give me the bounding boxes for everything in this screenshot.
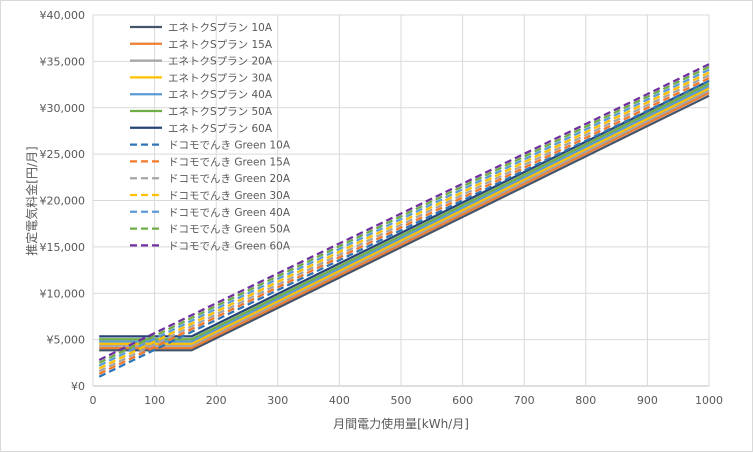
series-line-12 <box>98 68 710 367</box>
x-tick-label: 400 <box>329 394 350 407</box>
legend-label: ドコモでんき Green 20A <box>168 173 291 185</box>
tick-labels: ¥0 ¥5,000 ¥10,000 ¥15,000 ¥20,000 ¥25,000 ¥30,… <box>40 9 724 407</box>
x-tick-label: 900 <box>637 394 658 407</box>
series-line-10 <box>98 74 710 373</box>
x-tick-label: 100 <box>144 394 165 407</box>
series-line-1 <box>99 94 710 352</box>
series-line-11 <box>98 71 710 370</box>
y-tick-label: ¥40,000 <box>40 9 86 22</box>
x-tick-label: 0 <box>90 394 97 407</box>
legend-label: エネトクSプラン 30A <box>168 72 273 84</box>
legend-label: エネトクSプラン 20A <box>168 56 273 68</box>
legend: エネトクSプラン 10A エネトクSプラン 15A エネトクSプラン 20A エネトク… <box>130 22 291 252</box>
x-axis-title: 月間電力使用量[kWh/月] <box>333 416 469 431</box>
series-line-6 <box>99 82 710 341</box>
plot-series <box>98 63 710 378</box>
y-tick-label: ¥0 <box>71 380 85 393</box>
series-line-7 <box>99 79 710 338</box>
legend-label: ドコモでんき Green 10A <box>168 140 291 152</box>
legend-label: エネトクSプラン 10A <box>168 22 273 34</box>
legend-label: ドコモでんき Green 60A <box>168 240 291 252</box>
x-tick-label: 200 <box>206 394 227 407</box>
legend-label: ドコモでんき Green 40A <box>168 207 291 219</box>
y-tick-label: ¥35,000 <box>40 55 86 68</box>
y-axis-title: 推定電気料金[円/月] <box>24 146 39 255</box>
legend-label: エネトクSプラン 50A <box>168 106 273 118</box>
legend-label: ドコモでんき Green 15A <box>168 156 291 168</box>
series-line-8 <box>98 79 710 378</box>
y-tick-label: ¥20,000 <box>40 195 86 208</box>
legend-label: エネトクSプラン 15A <box>168 39 273 51</box>
series-line-9 <box>98 77 710 375</box>
gridlines <box>92 14 710 387</box>
y-tick-label: ¥15,000 <box>40 241 86 254</box>
y-tick-label: ¥30,000 <box>40 102 86 115</box>
y-tick-label: ¥10,000 <box>40 287 86 300</box>
y-tick-label: ¥5,000 <box>47 334 86 347</box>
x-tick-label: 700 <box>514 394 535 407</box>
series-line-13 <box>98 65 710 364</box>
legend-label: ドコモでんき Green 50A <box>168 224 291 236</box>
legend-label: ドコモでんき Green 30A <box>168 190 291 202</box>
x-tick-label: 600 <box>452 394 473 407</box>
series-line-14 <box>98 63 710 362</box>
x-tick-label: 500 <box>391 394 412 407</box>
x-tick-label: 300 <box>267 394 288 407</box>
y-tick-label: ¥25,000 <box>40 148 86 161</box>
x-tick-label: 800 <box>575 394 596 407</box>
legend-label: エネトクSプラン 40A <box>168 89 273 101</box>
legend-label: エネトクSプラン 60A <box>168 123 273 135</box>
x-tick-label: 1000 <box>695 394 723 407</box>
